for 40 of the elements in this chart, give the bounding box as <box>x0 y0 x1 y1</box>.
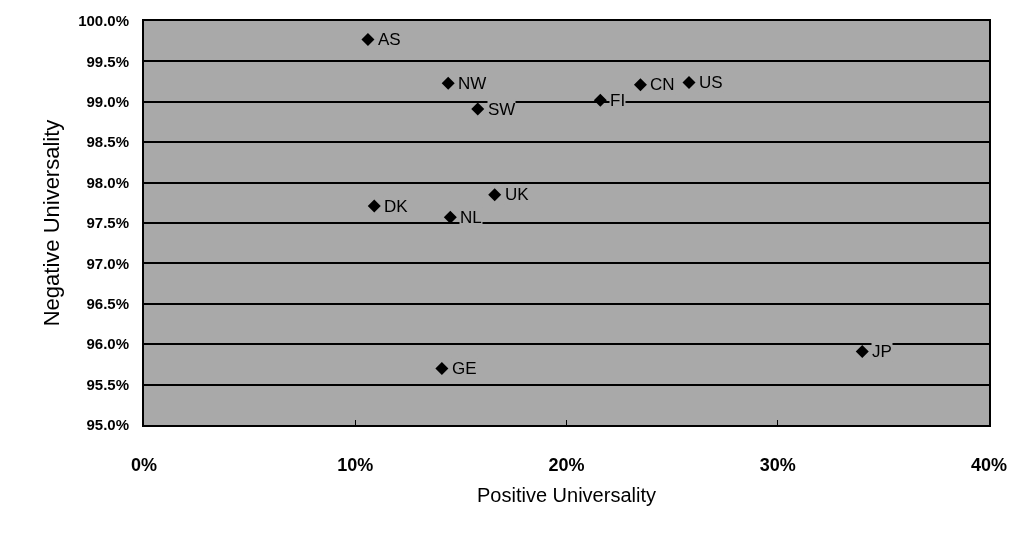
x-tick-label: 10% <box>337 454 374 475</box>
x-axis-title: Positive Universality <box>477 483 656 506</box>
point <box>367 199 381 213</box>
annotation: FI <box>610 91 626 110</box>
point <box>361 33 375 47</box>
annotation: GE <box>452 359 477 378</box>
annotation: JP <box>872 342 892 361</box>
annotation: US <box>699 73 723 92</box>
point <box>593 93 607 107</box>
point <box>471 102 485 116</box>
y-tick-label: 95.0% <box>86 416 129 434</box>
y-tick-label: 96.5% <box>86 295 129 313</box>
y-axis-title: Negative Universality <box>39 119 65 327</box>
annotation: CN <box>650 75 675 94</box>
x-tick-label: 0% <box>130 454 158 475</box>
y-tick-label: 97.0% <box>86 254 129 272</box>
y-tick-label: 97.5% <box>86 214 129 232</box>
x-tick-label: 30% <box>759 454 796 475</box>
y-tick-label: 100.0% <box>78 12 129 30</box>
point <box>441 76 455 90</box>
point <box>443 210 457 224</box>
annotation: SW <box>488 100 516 119</box>
y-tick-label: 99.5% <box>86 52 129 70</box>
point <box>682 75 696 89</box>
annotation: NW <box>458 74 487 93</box>
annotation: DK <box>384 197 409 216</box>
annotation: NL <box>460 208 482 227</box>
x-tick-label: 20% <box>548 454 585 475</box>
y-tick-label: 98.5% <box>86 133 129 151</box>
y-tick-label: 96.0% <box>86 335 129 353</box>
point <box>488 188 502 202</box>
annotation: UK <box>505 185 530 204</box>
point <box>633 78 647 92</box>
point <box>855 344 869 358</box>
y-tick-label: 99.0% <box>86 93 129 111</box>
y-tick-label: 98.0% <box>86 173 129 191</box>
y-tick-label: 95.5% <box>86 375 129 393</box>
point <box>435 361 449 375</box>
x-tick-label: 40% <box>970 454 1008 475</box>
annotation: AS <box>378 30 401 49</box>
